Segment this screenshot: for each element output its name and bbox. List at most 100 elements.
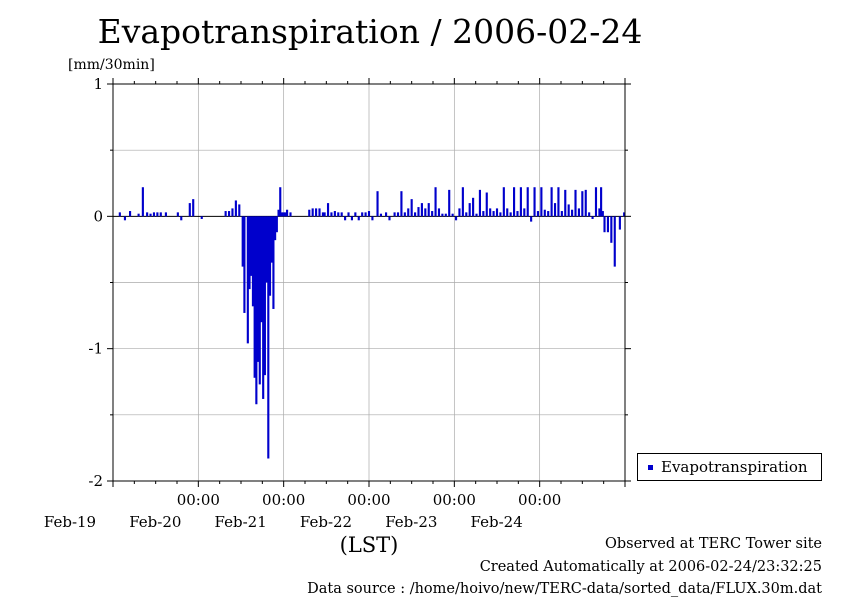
chart-title: Evapotranspiration / 2006-02-24 bbox=[97, 12, 643, 51]
bar bbox=[347, 212, 350, 217]
bar bbox=[361, 212, 364, 217]
bar bbox=[241, 216, 244, 267]
bar bbox=[557, 187, 560, 217]
bar bbox=[448, 189, 451, 217]
bar bbox=[357, 216, 360, 221]
bar bbox=[550, 187, 553, 217]
bar bbox=[333, 211, 336, 217]
bar bbox=[610, 216, 613, 243]
x-tick-date-label: Feb-20 bbox=[129, 513, 181, 531]
bar bbox=[461, 187, 464, 217]
bar bbox=[506, 208, 509, 217]
bar bbox=[263, 216, 266, 376]
bar bbox=[238, 204, 241, 217]
bar bbox=[268, 216, 272, 296]
bar bbox=[623, 212, 626, 217]
bar bbox=[485, 192, 488, 217]
bar bbox=[326, 203, 330, 217]
bar bbox=[337, 212, 340, 217]
bar bbox=[118, 212, 121, 217]
bar bbox=[424, 208, 427, 217]
bar bbox=[547, 211, 550, 217]
bar bbox=[354, 212, 357, 217]
bar bbox=[258, 216, 261, 385]
y-tick-label: -2 bbox=[88, 472, 103, 490]
bar bbox=[364, 212, 367, 217]
bar bbox=[533, 187, 536, 217]
footer-source: Data source : /home/hoivo/new/TERC-data/… bbox=[307, 581, 822, 597]
bar bbox=[536, 211, 540, 217]
bar bbox=[280, 212, 284, 217]
legend-label: Evapotranspiration bbox=[661, 458, 808, 476]
bar bbox=[318, 208, 321, 217]
bar bbox=[289, 212, 292, 217]
bar bbox=[274, 216, 277, 241]
bar bbox=[192, 199, 195, 217]
footer-site: Observed at TERC Tower site bbox=[604, 536, 822, 552]
x-tick-date-label-first: Feb-19 bbox=[44, 513, 96, 531]
x-tick-date-label: Feb-23 bbox=[385, 513, 437, 531]
bar bbox=[164, 212, 167, 217]
bar bbox=[265, 216, 268, 283]
bar bbox=[468, 203, 471, 217]
bar bbox=[584, 189, 587, 217]
bar bbox=[577, 208, 580, 217]
bar bbox=[279, 187, 282, 217]
bar bbox=[323, 212, 326, 217]
bar bbox=[420, 203, 423, 217]
bar bbox=[519, 187, 522, 217]
bar bbox=[567, 204, 570, 217]
bar bbox=[400, 191, 403, 217]
bar bbox=[478, 189, 481, 217]
bar bbox=[417, 207, 420, 217]
bar bbox=[159, 212, 162, 217]
bar bbox=[601, 211, 604, 217]
bar bbox=[414, 212, 417, 217]
bar bbox=[272, 216, 275, 309]
bar bbox=[275, 216, 278, 233]
bar bbox=[234, 200, 237, 217]
bar bbox=[180, 216, 183, 221]
bar bbox=[410, 199, 413, 217]
bar bbox=[516, 211, 519, 217]
bar bbox=[526, 187, 529, 217]
bar bbox=[251, 216, 255, 307]
bar bbox=[451, 213, 454, 217]
bar bbox=[613, 216, 616, 267]
bar bbox=[594, 187, 598, 217]
x-tick-time-label: 00:00 bbox=[347, 491, 390, 509]
bar bbox=[371, 216, 374, 221]
bar bbox=[149, 213, 152, 217]
bar bbox=[152, 212, 156, 217]
bar bbox=[454, 216, 458, 221]
bar bbox=[253, 216, 256, 378]
bar bbox=[571, 209, 574, 217]
bar bbox=[321, 212, 324, 217]
footer-created: Created Automatically at 2006-02-24/23:3… bbox=[479, 559, 822, 575]
x-tick-date-label: Feb-22 bbox=[300, 513, 352, 531]
bar bbox=[502, 187, 505, 217]
y-tick-label: 0 bbox=[93, 207, 103, 225]
bar bbox=[492, 211, 495, 217]
y-tick-label: -1 bbox=[88, 340, 103, 358]
bar bbox=[437, 208, 441, 217]
legend: Evapotranspiration bbox=[637, 453, 822, 481]
bar bbox=[156, 212, 159, 217]
bar bbox=[308, 209, 311, 217]
x-tick-date-label: Feb-24 bbox=[471, 513, 523, 531]
bar bbox=[224, 211, 227, 217]
bar bbox=[499, 212, 502, 217]
bar bbox=[574, 189, 577, 217]
x-tick-time-label: 00:00 bbox=[518, 491, 561, 509]
y-tick-label: 1 bbox=[93, 75, 103, 93]
bar bbox=[560, 211, 563, 217]
bar bbox=[553, 203, 557, 217]
bar bbox=[137, 213, 140, 217]
bar bbox=[350, 216, 353, 221]
y-axis-unit-label: [mm/30min] bbox=[68, 57, 155, 73]
bar bbox=[367, 211, 371, 217]
bar bbox=[475, 213, 478, 217]
bar bbox=[444, 213, 447, 217]
bar bbox=[540, 187, 543, 217]
bar bbox=[248, 216, 251, 290]
